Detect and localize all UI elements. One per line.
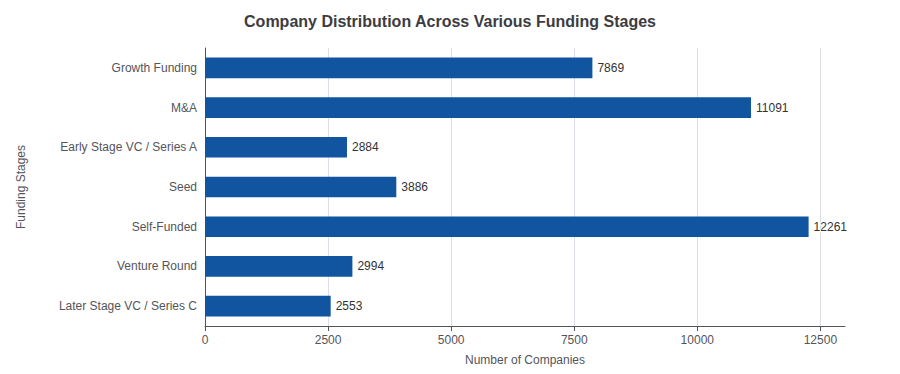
svg-text:Later Stage VC / Series C: Later Stage VC / Series C — [59, 299, 197, 313]
svg-text:M&A: M&A — [171, 101, 197, 115]
svg-text:Growth Funding: Growth Funding — [112, 61, 197, 75]
svg-text:Self-Funded: Self-Funded — [132, 220, 197, 234]
svg-text:Funding Stages: Funding Stages — [14, 145, 28, 229]
svg-text:Seed: Seed — [169, 180, 197, 194]
svg-text:Venture Round: Venture Round — [117, 259, 197, 273]
svg-text:Number of Companies: Number of Companies — [465, 353, 585, 367]
svg-text:10000: 10000 — [681, 333, 715, 347]
svg-text:12500: 12500 — [804, 333, 838, 347]
svg-text:2884: 2884 — [352, 140, 379, 154]
svg-text:12261: 12261 — [814, 220, 848, 234]
svg-text:11091: 11091 — [756, 101, 789, 115]
svg-text:2994: 2994 — [357, 259, 384, 273]
svg-text:7869: 7869 — [597, 61, 624, 75]
svg-text:2553: 2553 — [336, 299, 363, 313]
svg-text:Company Distribution Across Va: Company Distribution Across Various Fund… — [244, 13, 656, 30]
svg-text:2500: 2500 — [315, 333, 342, 347]
svg-text:Early Stage VC / Series A: Early Stage VC / Series A — [60, 140, 197, 154]
svg-text:7500: 7500 — [561, 333, 588, 347]
svg-text:0: 0 — [202, 333, 209, 347]
svg-text:3886: 3886 — [401, 180, 428, 194]
svg-text:5000: 5000 — [438, 333, 465, 347]
